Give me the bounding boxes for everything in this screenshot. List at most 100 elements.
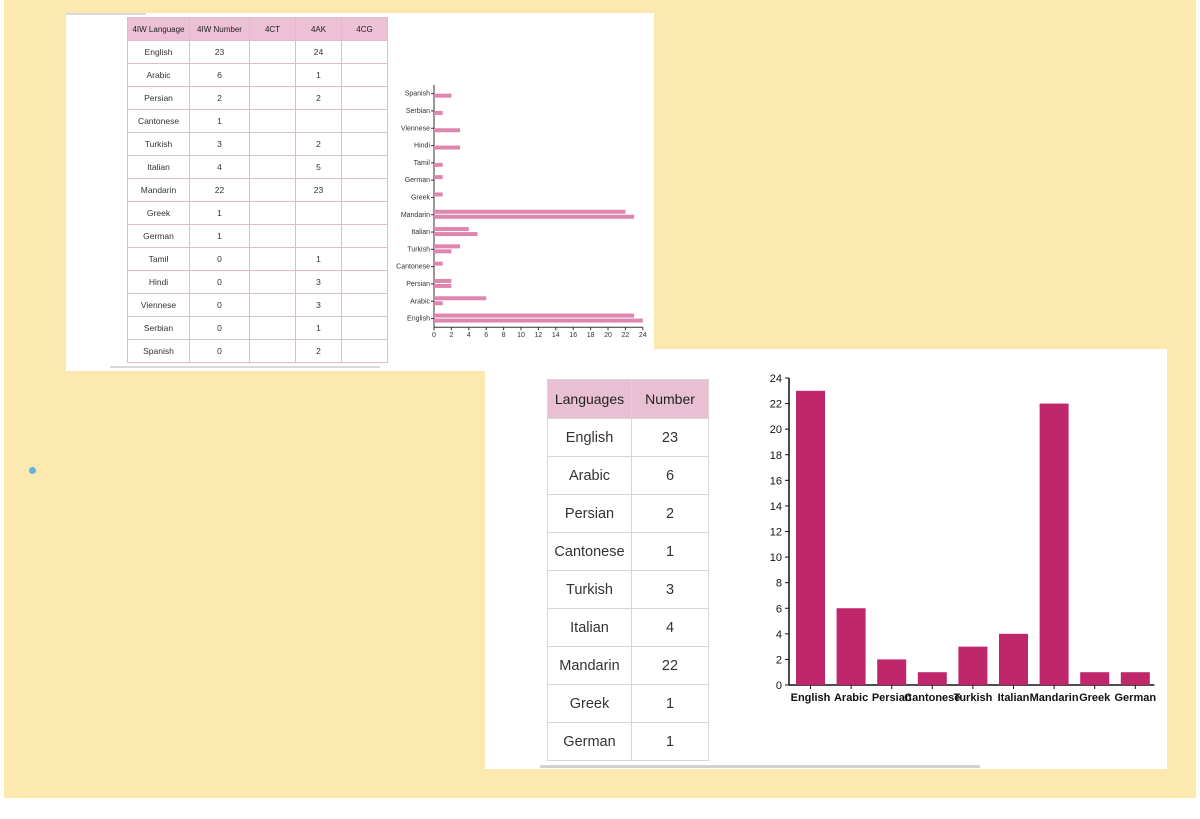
table-row: Cantonese 1 [127, 109, 388, 133]
table-cell: Italian [547, 608, 632, 647]
table-cell [295, 109, 342, 133]
table-cell: 1 [189, 109, 250, 133]
table-cell [249, 178, 296, 202]
table-cell: 1 [295, 63, 342, 87]
table-cell: 1 [631, 684, 709, 723]
table-row: Mandarin 22 23 [127, 178, 388, 202]
table-cell: 1 [295, 247, 342, 271]
bar [434, 214, 635, 219]
table-cell: 23 [295, 178, 342, 202]
table-header-row: 4IW Language 4IW Number 4CT 4AK 4CG [127, 17, 388, 41]
table-row: Italian 4 5 [127, 155, 388, 179]
table-row: Serbian 0 1 [127, 316, 388, 340]
table-cell: 2 [295, 132, 342, 156]
bar [1080, 672, 1110, 685]
table-row: Greek 1 [127, 201, 388, 225]
table-cell: 4 [631, 608, 709, 647]
bar [434, 227, 469, 232]
bullet-dot [29, 467, 36, 474]
table-cell [341, 247, 388, 271]
table-row: Turkish 3 [547, 570, 709, 609]
y-tick-label: Viennese [401, 125, 430, 132]
table-cell: 23 [189, 40, 250, 64]
bar [434, 244, 461, 249]
table-cell: 2 [189, 86, 250, 110]
horizontal-bar-chart: Spanish Serbian Viennese Hindi Tamil German Gr… [396, 85, 647, 339]
table-cell: Cantonese [547, 532, 632, 571]
table-row: Greek 1 [547, 684, 709, 723]
x-tick-label: 20 [604, 332, 612, 339]
x-tick-label: 12 [535, 332, 543, 339]
y-tick-label: 4 [776, 629, 782, 641]
y-tick-label: Hindi [414, 143, 430, 150]
table-cell: 0 [189, 339, 250, 363]
y-tick-label: Spanish [405, 91, 430, 98]
y-tick-label: Persian [406, 281, 430, 288]
y-tick-label: Tamil [414, 160, 431, 167]
bar [999, 633, 1028, 685]
table-cell [341, 132, 388, 156]
table-cell: Italian [127, 155, 190, 179]
y-tick-label: 0 [776, 680, 782, 692]
table-cell: English [127, 40, 190, 64]
x-tick-label: 0 [432, 332, 436, 339]
language-summary-panel: Languages Number English 23 Arabic 6 Persian… [485, 349, 1167, 769]
table-cell [249, 132, 296, 156]
table-cell: Greek [547, 684, 632, 723]
table-cell: Arabic [127, 63, 190, 87]
table-row: Tamil 0 1 [127, 247, 388, 271]
column-header: Number [631, 379, 709, 419]
table-cell: Spanish [127, 339, 190, 363]
table-row: Mandarin 22 [547, 646, 709, 685]
class-languages-table: 4IW Language 4IW Number 4CT 4AK 4CG Engl… [127, 17, 388, 363]
column-header: 4CT [249, 17, 296, 41]
table-cell [249, 109, 296, 133]
bar [434, 278, 452, 283]
bar [434, 232, 478, 237]
y-tick-label: Greek [411, 194, 431, 201]
class-languages-panel: 4IW Language 4IW Number 4CT 4AK 4CG Engl… [66, 13, 654, 371]
bar [434, 110, 443, 115]
x-tick-label: Mandarin [1030, 692, 1079, 704]
table-row: English 23 24 [127, 40, 388, 64]
bar [434, 175, 443, 180]
table-row: German 1 [547, 722, 709, 761]
table-cell: 1 [189, 201, 250, 225]
table-cell [249, 63, 296, 87]
table-cell [341, 316, 388, 340]
x-tick-label: Cantonese [904, 692, 960, 704]
table-cell: German [127, 224, 190, 248]
y-tick-label: 18 [770, 450, 782, 462]
table-cell: 1 [295, 316, 342, 340]
table-cell: 3 [631, 570, 709, 609]
bar [796, 390, 825, 685]
table-cell: 1 [631, 532, 709, 571]
table-cell: Mandarin [127, 178, 190, 202]
table-row: Turkish 3 2 [127, 132, 388, 156]
table-cell: 23 [631, 418, 709, 457]
table-cell: Mandarin [547, 646, 632, 685]
table-cell [249, 40, 296, 64]
table-cell: 4 [189, 155, 250, 179]
x-tick-label: 2 [449, 332, 453, 339]
x-tick-label: 6 [484, 332, 488, 339]
table-cell: 24 [295, 40, 342, 64]
y-tick-label: Cantonese [396, 264, 430, 271]
table-cell: Hindi [127, 270, 190, 294]
x-tick-label: 4 [467, 332, 471, 339]
table-cell [341, 86, 388, 110]
y-tick-label: German [405, 177, 430, 184]
bar [836, 608, 866, 685]
table-cell [341, 40, 388, 64]
table-cell: 3 [295, 293, 342, 317]
y-tick-label: Arabic [410, 298, 430, 305]
x-tick-label: Turkish [953, 692, 992, 704]
table-cell [249, 155, 296, 179]
table-cell [249, 339, 296, 363]
x-tick-label: English [791, 692, 831, 704]
table-cell: Persian [547, 494, 632, 533]
table-cell [295, 224, 342, 248]
table-cell: 3 [295, 270, 342, 294]
table-cell: 5 [295, 155, 342, 179]
table-cell: 0 [189, 293, 250, 317]
